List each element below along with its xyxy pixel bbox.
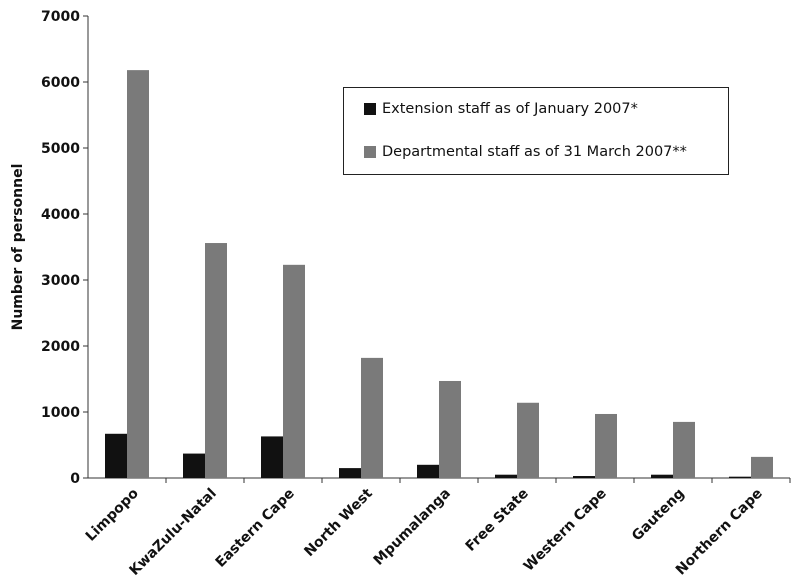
x-tick-label: KwaZulu-Natal [126,486,219,579]
bar-departmental-staff [517,402,539,478]
legend-swatch-extension [364,103,376,115]
bar-departmental-staff [439,380,461,478]
bar-extension-staff [729,476,751,478]
y-tick-label: 7000 [41,9,80,25]
y-tick-label: 5000 [41,141,80,157]
x-tick-label: Limpopo [83,485,142,544]
x-tick-label: Gauteng [629,486,688,545]
y-tick-label: 3000 [41,273,80,289]
bar-extension-staff [495,474,517,478]
x-tick-label: Western Cape [521,486,610,575]
bar-extension-staff [417,464,439,478]
y-tick-label: 0 [70,471,80,487]
legend-swatch-departmental [364,146,376,158]
bar-extension-staff [261,436,283,478]
y-tick-label: 2000 [41,339,80,355]
x-tick-label: Northern Cape [673,486,766,579]
bar-departmental-staff [127,70,149,479]
legend-item-departmental: Departmental staff as of 31 March 2007** [364,144,687,160]
bar-extension-staff [651,474,673,478]
legend-label-extension: Extension staff as of January 2007* [382,101,638,117]
x-tick-label: Free State [463,486,532,555]
bar-departmental-staff [673,421,695,478]
x-tick-label: Mpumalanga [371,486,454,569]
bar-extension-staff [105,433,127,478]
y-tick-label: 4000 [41,207,80,223]
bars [105,70,773,479]
y-axis-label: Number of personnel [10,164,26,331]
y-tick-label: 1000 [41,405,80,421]
x-tick-label: Eastern Cape [213,486,298,571]
y-ticks: 0 1000 2000 3000 4000 5000 6000 7000 [41,9,88,487]
bar-departmental-staff [283,264,305,478]
bar-departmental-staff [361,357,383,478]
bar-departmental-staff [205,243,227,478]
bar-departmental-staff [751,456,773,478]
legend-item-extension: Extension staff as of January 2007* [364,101,638,117]
bar-extension-staff [183,453,205,478]
legend: Extension staff as of January 2007* Depa… [343,87,729,175]
bar-extension-staff [339,468,361,478]
x-tick-label: North West [301,485,376,560]
bar-departmental-staff [595,413,617,478]
bar-extension-staff [573,476,595,478]
y-tick-label: 6000 [41,75,80,91]
legend-label-departmental: Departmental staff as of 31 March 2007** [382,144,687,160]
